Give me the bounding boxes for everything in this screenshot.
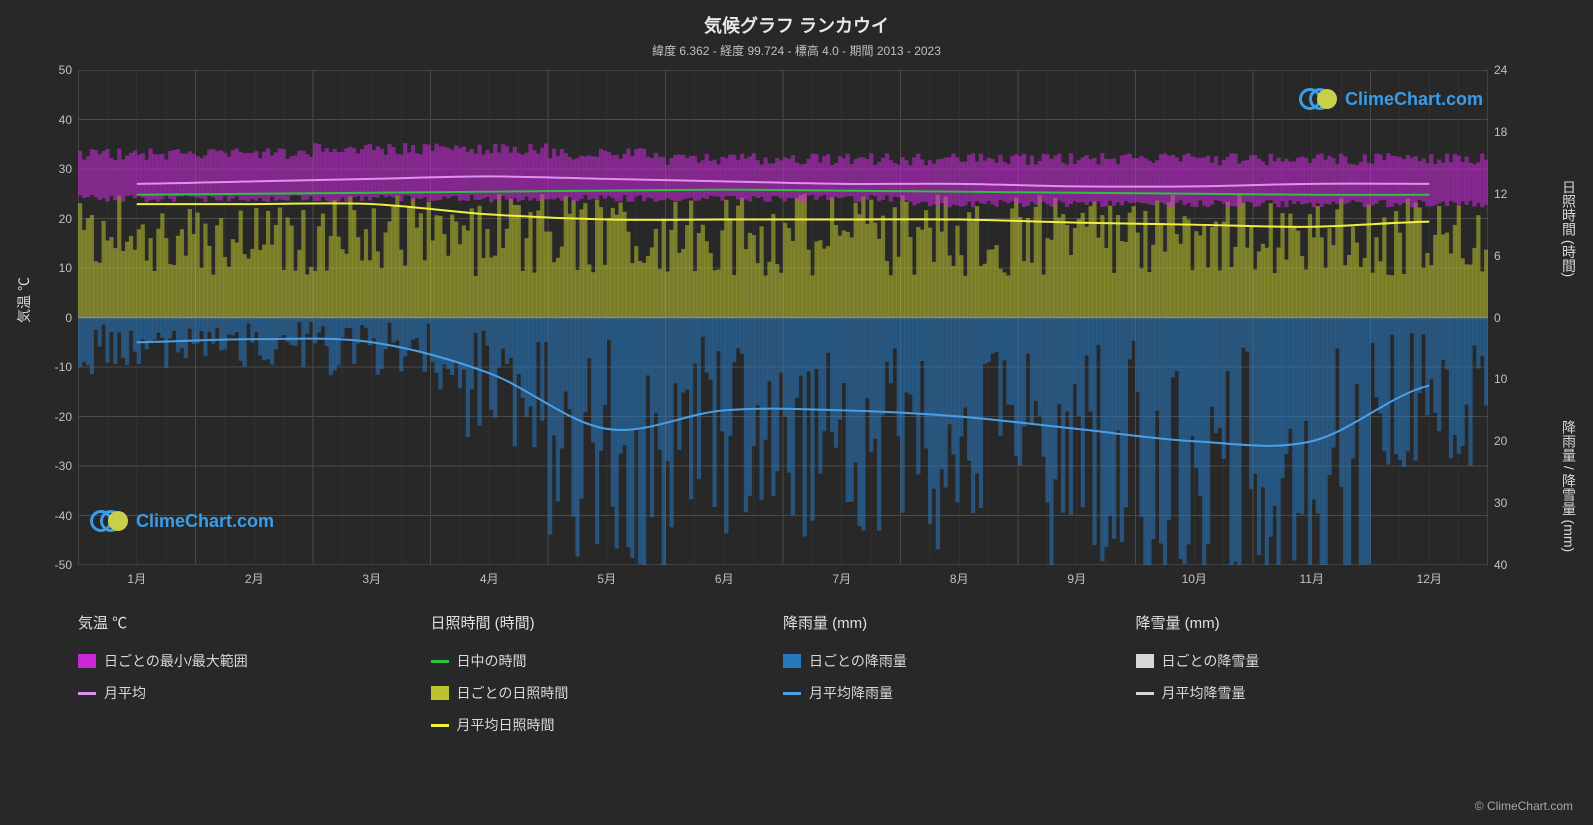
watermark-text: ClimeChart.com [1345, 89, 1483, 110]
legend-item: 日ごとの日照時間 [431, 683, 784, 703]
x-tick-month: 10月 [1182, 570, 1207, 587]
x-tick-month: 6月 [715, 570, 734, 587]
legend-label: 月平均降雪量 [1162, 683, 1246, 703]
legend-column: 日照時間 (時間) 日中の時間日ごとの日照時間月平均日照時間 [431, 612, 784, 735]
plot-svg [78, 70, 1488, 565]
x-tick-month: 12月 [1417, 570, 1442, 587]
legend-item: 月平均降雨量 [783, 683, 1136, 703]
legend-swatch-icon [783, 654, 801, 668]
legend-label: 日ごとの日照時間 [457, 683, 569, 703]
legend-swatch-icon [431, 686, 449, 700]
y-tick-left: -10 [42, 360, 72, 374]
legend-label: 日ごとの降雨量 [809, 651, 907, 671]
chart-subtitle: 緯度 6.362 - 経度 99.724 - 標高 4.0 - 期間 2013 … [0, 38, 1593, 59]
y-tick-left: 50 [42, 63, 72, 77]
legend-column: 降雪量 (mm) 日ごとの降雪量月平均降雪量 [1136, 612, 1489, 735]
y-tick-right-hours: 24 [1494, 63, 1524, 77]
legend-item: 月平均 [78, 683, 431, 703]
x-tick-month: 5月 [597, 570, 616, 587]
y-tick-left: -40 [42, 509, 72, 523]
x-tick-month: 7月 [832, 570, 851, 587]
legend-item: 日ごとの降雪量 [1136, 651, 1489, 671]
climechart-logo-icon [1299, 86, 1339, 112]
legend-swatch-icon [78, 654, 96, 668]
legend-line-icon [783, 692, 801, 695]
x-tick-month: 11月 [1300, 570, 1324, 587]
y-tick-left: 20 [42, 212, 72, 226]
x-tick-month: 1月 [127, 570, 146, 587]
y-tick-left: -30 [42, 459, 72, 473]
y-tick-left: 0 [42, 311, 72, 325]
legend-label: 月平均 [104, 683, 146, 703]
legend-item: 日ごとの最小/最大範囲 [78, 651, 431, 671]
legend-column: 降雨量 (mm) 日ごとの降雨量月平均降雨量 [783, 612, 1136, 735]
x-tick-month: 4月 [480, 570, 499, 587]
legend-label: 日中の時間 [457, 651, 527, 671]
plot-area [78, 70, 1488, 565]
legend-line-icon [1136, 692, 1154, 695]
legend-column: 気温 ℃ 日ごとの最小/最大範囲月平均 [78, 612, 431, 735]
climechart-logo-icon [90, 508, 130, 534]
x-tick-month: 2月 [245, 570, 264, 587]
y-tick-left: 40 [42, 113, 72, 127]
y-axis-right-top-label: 日照時間 (時間) [1559, 180, 1579, 277]
legend-header: 降雪量 (mm) [1136, 612, 1489, 633]
legend-label: 日ごとの降雪量 [1162, 651, 1260, 671]
legend-header: 気温 ℃ [78, 612, 431, 633]
legend-header: 降雨量 (mm) [783, 612, 1136, 633]
y-tick-left: -50 [42, 558, 72, 572]
x-tick-month: 9月 [1067, 570, 1086, 587]
legend-label: 月平均日照時間 [457, 715, 555, 735]
y-tick-left: 30 [42, 162, 72, 176]
y-tick-right-mm: 20 [1494, 434, 1524, 448]
y-tick-right-hours: 6 [1494, 249, 1524, 263]
y-tick-right-mm: 30 [1494, 496, 1524, 510]
y-tick-right-mm: 40 [1494, 558, 1524, 572]
climate-chart: 気候グラフ ランカウイ 緯度 6.362 - 経度 99.724 - 標高 4.… [0, 0, 1593, 825]
legend-header: 日照時間 (時間) [431, 612, 784, 633]
legend-item: 月平均降雪量 [1136, 683, 1489, 703]
watermark-bottom-left: ClimeChart.com [90, 508, 274, 534]
legend-swatch-icon [1136, 654, 1154, 668]
footer-credit: © ClimeChart.com [1475, 799, 1573, 813]
x-tick-month: 3月 [362, 570, 381, 587]
y-tick-right-hours: 18 [1494, 125, 1524, 139]
legend-item: 日ごとの降雨量 [783, 651, 1136, 671]
legend-line-icon [78, 692, 96, 695]
legend: 気温 ℃ 日ごとの最小/最大範囲月平均 日照時間 (時間) 日中の時間日ごとの日照時間… [78, 612, 1488, 735]
legend-item: 月平均日照時間 [431, 715, 784, 735]
y-axis-left-label: 気温 ℃ [14, 277, 34, 323]
legend-line-icon [431, 724, 449, 727]
y-tick-right-hours: 12 [1494, 187, 1524, 201]
y-axis-right-bottom-label: 降雨量 / 降雪量 (mm) [1559, 420, 1579, 552]
watermark-top-right: ClimeChart.com [1299, 86, 1483, 112]
watermark-text: ClimeChart.com [136, 511, 274, 532]
legend-item: 日中の時間 [431, 651, 784, 671]
legend-label: 日ごとの最小/最大範囲 [104, 651, 248, 671]
y-tick-left: 10 [42, 261, 72, 275]
x-tick-month: 8月 [950, 570, 969, 587]
legend-line-icon [431, 660, 449, 663]
y-tick-right-hours: 0 [1494, 311, 1524, 325]
y-tick-left: -20 [42, 410, 72, 424]
legend-label: 月平均降雨量 [809, 683, 893, 703]
y-tick-right-mm: 10 [1494, 372, 1524, 386]
chart-title: 気候グラフ ランカウイ [0, 0, 1593, 38]
